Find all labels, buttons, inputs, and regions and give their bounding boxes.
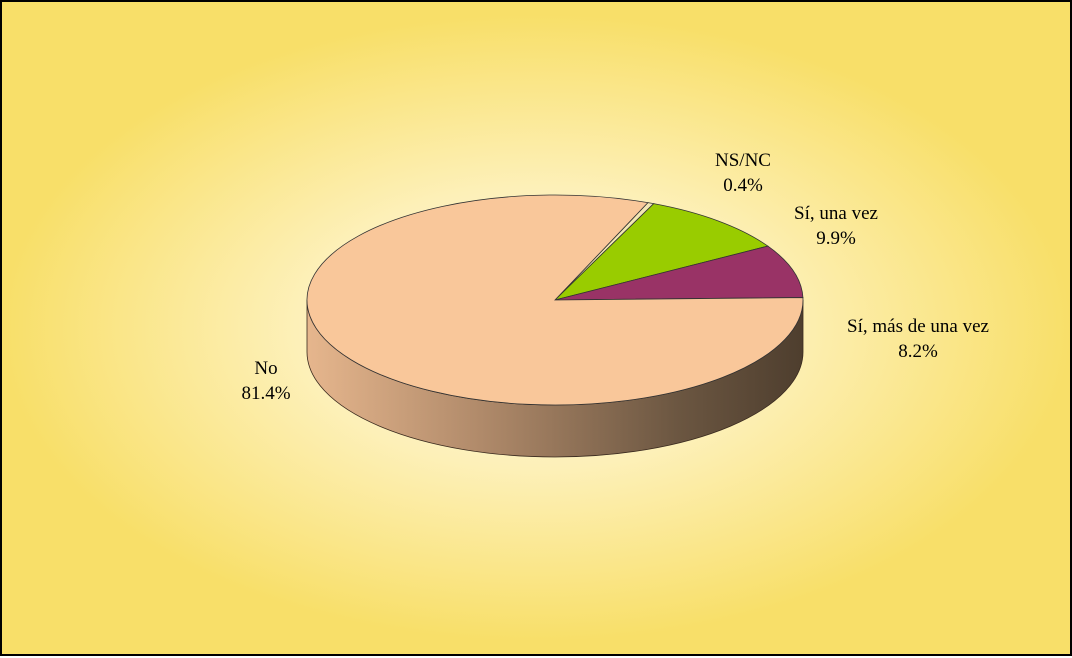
value-nsnc: 0.4% [723,175,763,196]
pie-slice-1 [553,203,769,301]
label-si-mas-de-una-vez: Sí, más de una vez [847,316,989,337]
label-nsnc: NS/NC [715,150,771,171]
value-no: 81.4% [241,383,290,404]
value-si-mas-de-una-vez: 8.2% [898,341,938,362]
label-si-una-vez: Sí, una vez [794,203,878,224]
pie-slice-2 [554,245,804,301]
value-si-una-vez: 9.9% [816,228,856,249]
label-no: No [254,358,277,379]
pie-slice-3 [306,194,804,406]
